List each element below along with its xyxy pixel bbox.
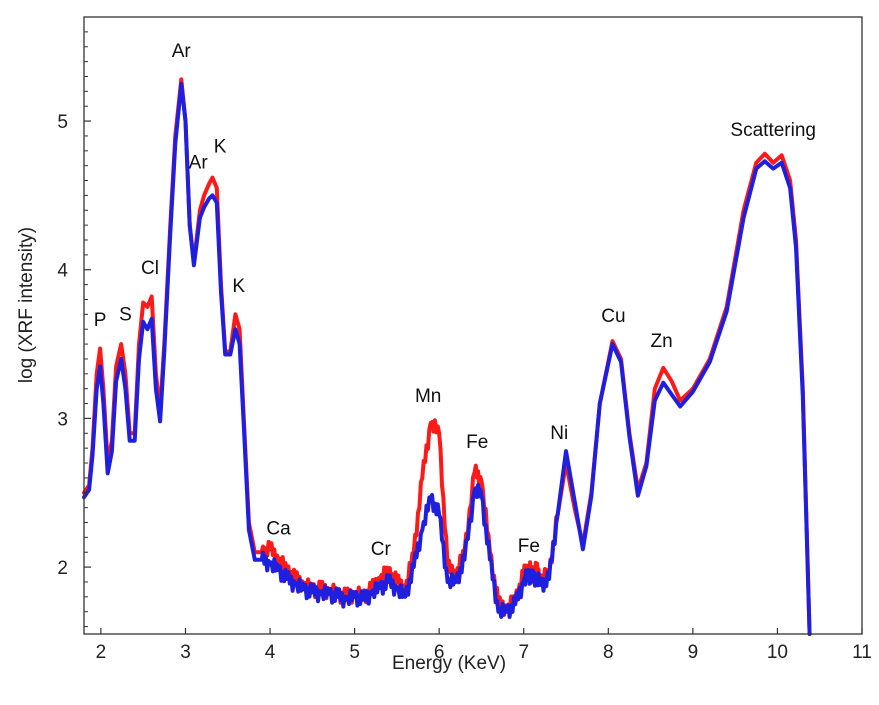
- x-tick-label: 7: [518, 642, 529, 663]
- x-tick-label: 3: [180, 642, 191, 663]
- x-tick-label: 10: [767, 642, 788, 663]
- y-tick-label: 5: [57, 112, 68, 133]
- y-tick-label: 2: [57, 558, 68, 579]
- y-axis-title: log (XRF intensity): [16, 227, 37, 383]
- peak-label: Mn: [415, 386, 441, 407]
- peak-label: Fe: [466, 432, 488, 453]
- x-tick-label: 4: [265, 642, 276, 663]
- plot-area: [82, 77, 812, 636]
- peak-label: Cr: [371, 539, 392, 560]
- x-axis-title: Energy (KeV): [392, 653, 506, 674]
- y-tick-label: 4: [57, 261, 68, 282]
- peak-label: Ni: [550, 423, 568, 444]
- peak-label: S: [119, 304, 132, 325]
- plot-frame: [83, 16, 863, 635]
- x-tick-label: 5: [349, 642, 360, 663]
- peak-label: Fe: [518, 536, 540, 557]
- x-tick-label: 9: [688, 642, 699, 663]
- x-axis: 2 3 4 5 6 7 8 9 10 11: [96, 628, 872, 663]
- y-tick-label: 3: [57, 409, 68, 430]
- peak-label: Cl: [141, 258, 159, 279]
- peak-label: Zn: [650, 331, 672, 352]
- peak-label: Ca: [266, 518, 291, 539]
- peak-label: K: [214, 136, 227, 157]
- y-axis: 2 3 4 5: [57, 31, 91, 628]
- x-tick-label: 6: [434, 642, 445, 663]
- peak-label: Scattering: [730, 120, 816, 141]
- series-line-2: [82, 81, 812, 636]
- peak-label: Ar: [172, 41, 192, 62]
- peak-label: Ar: [189, 153, 209, 174]
- peak-label: Cu: [601, 306, 625, 327]
- peak-label: P: [94, 310, 107, 331]
- x-tick-label: 11: [852, 642, 872, 663]
- x-tick-label: 2: [96, 642, 107, 663]
- peak-label: K: [232, 276, 245, 297]
- x-tick-label: 8: [603, 642, 614, 663]
